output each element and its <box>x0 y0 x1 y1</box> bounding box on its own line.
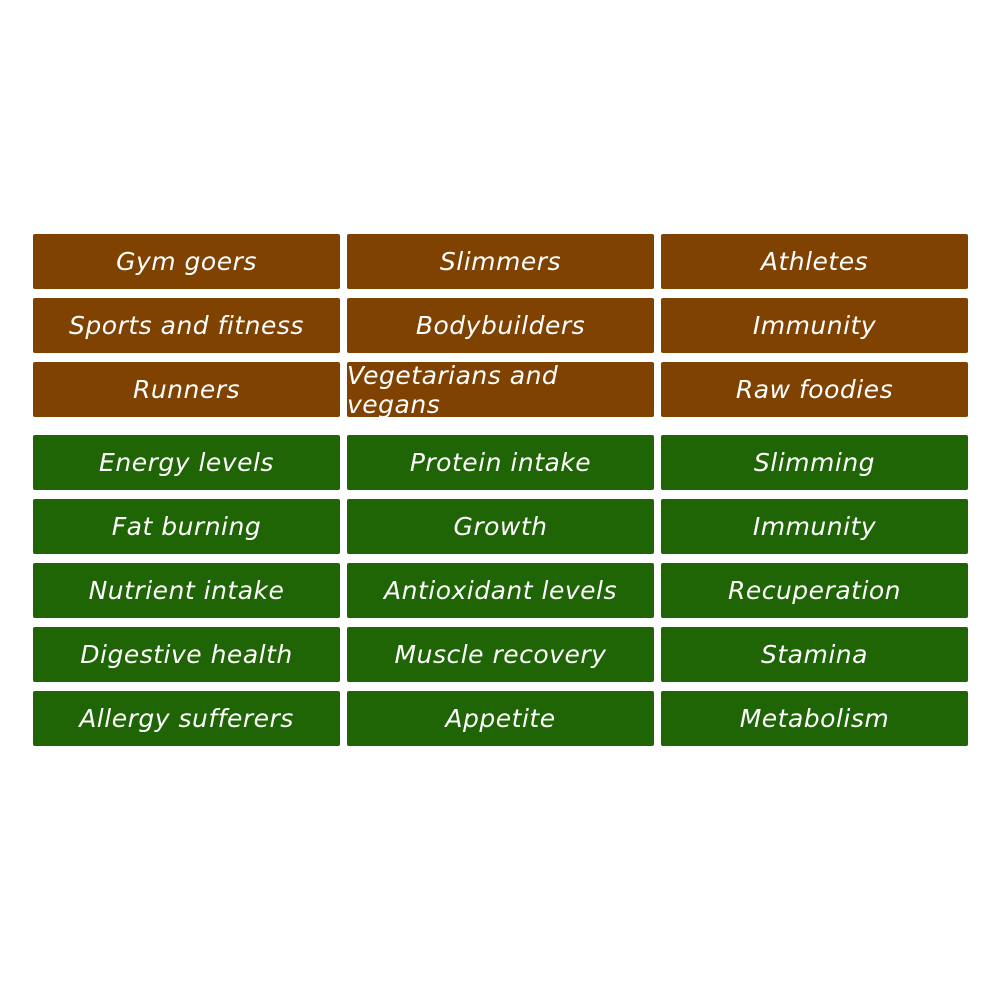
benefit-tile: Slimming <box>661 435 968 490</box>
audience-tile: Athletes <box>661 234 968 289</box>
benefit-tile: Protein intake <box>347 435 654 490</box>
benefit-tile: Metabolism <box>661 691 968 746</box>
audience-tile: Runners <box>33 362 340 417</box>
benefit-tile: Fat burning <box>33 499 340 554</box>
benefit-tile: Growth <box>347 499 654 554</box>
benefit-grid: Energy levels Protein intake Slimming Fat b… <box>33 435 968 746</box>
benefit-tile: Appetite <box>347 691 654 746</box>
audience-tile: Bodybuilders <box>347 298 654 353</box>
benefit-tile: Energy levels <box>33 435 340 490</box>
audience-tile: Slimmers <box>347 234 654 289</box>
audience-tile: Vegetarians and vegans <box>347 361 654 419</box>
benefit-tile: Recuperation <box>661 563 968 618</box>
benefit-tile: Antioxidant levels <box>347 563 654 618</box>
benefit-tile: Immunity <box>661 499 968 554</box>
benefit-tile: Nutrient intake <box>33 563 340 618</box>
audience-tile: Raw foodies <box>661 362 968 417</box>
audience-tile: Sports and fitness <box>33 298 340 353</box>
benefit-tile: Muscle recovery <box>347 627 654 682</box>
audience-grid: Gym goers Slimmers Athletes Sports and fitn… <box>33 234 968 419</box>
audience-tile: Gym goers <box>33 234 340 289</box>
audience-tile: Immunity <box>661 298 968 353</box>
benefit-tile: Digestive health <box>33 627 340 682</box>
benefit-tile: Stamina <box>661 627 968 682</box>
benefit-tile: Allergy sufferers <box>33 691 340 746</box>
